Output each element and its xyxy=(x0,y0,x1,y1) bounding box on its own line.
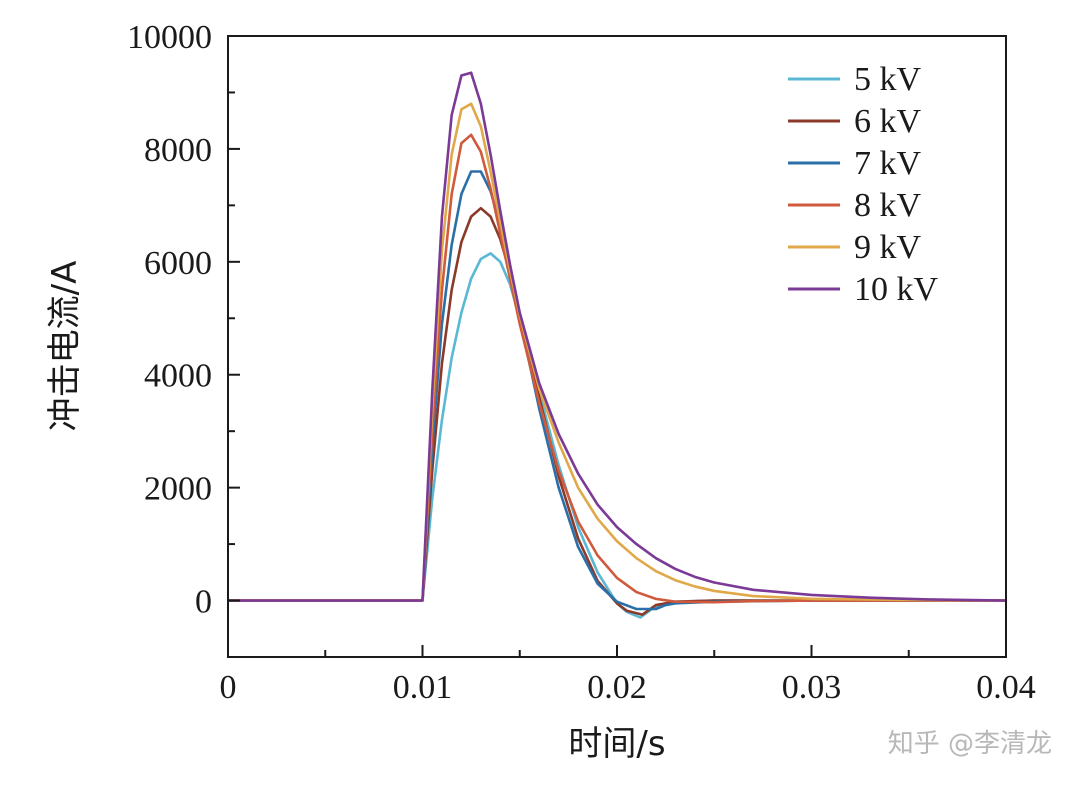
series-lines xyxy=(228,71,1007,619)
y-tick-label: 8000 xyxy=(144,132,212,169)
legend-label-4: 9 kV xyxy=(854,229,922,266)
y-axis-title: 冲击电流/A xyxy=(45,261,85,432)
legend-label-3: 8 kV xyxy=(854,187,922,224)
tick-labels: 0 0.01 0.02 0.03 0.04 0 2000 4000 6000 8000 10000 xyxy=(127,19,1036,706)
x-tick-label: 0.03 xyxy=(782,669,842,706)
series-line-3 xyxy=(228,133,1006,604)
y-tick-label: 6000 xyxy=(144,245,212,282)
axis-ticks xyxy=(227,35,1007,657)
y-tick-label: 2000 xyxy=(144,471,212,508)
y-tick-label: 10000 xyxy=(127,19,212,56)
series-line-5 xyxy=(228,71,1007,602)
x-tick-label: 0.01 xyxy=(393,669,453,706)
legend: 5 kV 6 kV 7 kV 8 kV 9 kV 10 kV xyxy=(788,61,939,308)
series-line-4 xyxy=(228,102,1007,602)
legend-label-0: 5 kV xyxy=(854,61,922,98)
x-tick-label: 0.02 xyxy=(587,669,647,706)
series-line-1 xyxy=(228,206,1006,616)
x-tick-label: 0.04 xyxy=(976,669,1036,706)
x-axis-title: 时间/s xyxy=(568,724,665,764)
y-tick-label: 4000 xyxy=(144,358,212,395)
x-tick-label: 0 xyxy=(220,669,237,706)
legend-label-5: 10 kV xyxy=(854,271,939,308)
y-tick-label: 0 xyxy=(195,584,212,621)
legend-label-2: 7 kV xyxy=(854,145,922,182)
watermark-text: 知乎 @李清龙 xyxy=(888,729,1052,759)
legend-label-1: 6 kV xyxy=(854,103,922,140)
